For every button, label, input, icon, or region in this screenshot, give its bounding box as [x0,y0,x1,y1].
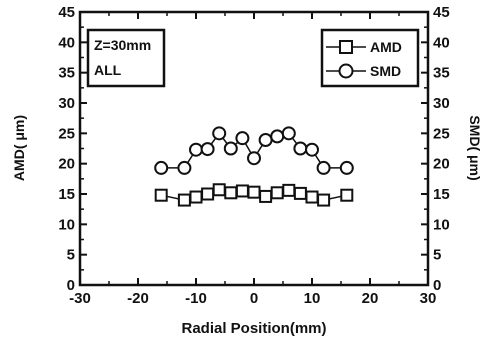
annotation-box: Z=30mm ALL [86,28,166,88]
x-axis-label: Radial Position(mm) [181,320,326,337]
x-tick-label: -20 [127,290,149,307]
y-axis-label-left: AMD( μm) [11,115,27,181]
x-tick-label: 20 [362,290,379,307]
smd-point [305,142,319,157]
y-tick-label-right: 45 [433,4,450,21]
smd-point [258,133,273,148]
y-tick-label-right: 10 [433,216,450,233]
smd-point [339,160,354,175]
y-tick-label-right: 40 [433,34,450,51]
x-tick-label: -10 [185,290,207,307]
legend-amd-label: AMD [370,39,402,55]
smd-point [200,142,215,157]
amd-point [282,183,296,197]
amd-point [189,190,203,204]
x-tick-label: -30 [69,290,91,307]
smd-point [293,141,308,156]
x-tick-label: 0 [250,290,258,307]
y-tick-label-left: 15 [58,186,75,203]
amd-point [154,188,168,202]
x-tick-label: 10 [304,290,321,307]
smd-point [223,141,238,156]
y-tick-label-right: 30 [433,95,450,112]
legend-smd-label: SMD [370,63,401,79]
smd-point [235,131,250,146]
legend-smd-marker [338,63,354,79]
y-axis-label-right: SMD( μm) [467,115,483,180]
x-tick-label: 30 [420,290,437,307]
y-tick-label-left: 40 [58,34,75,51]
smd-point [316,160,331,175]
amd-point [270,186,284,200]
y-tick-label-left: 0 [67,277,75,294]
y-tick-label-left: 25 [58,125,75,142]
smd-point [189,142,203,157]
smd-point [281,126,296,141]
amd-point [201,187,215,201]
y-tick-label-left: 45 [58,4,75,21]
smd-point [154,160,169,175]
amd-point [224,186,238,200]
y-tick-label-right: 25 [433,125,450,142]
legend: AMD SMD [320,28,420,88]
amd-point [235,184,249,198]
amd-point [177,193,191,207]
amd-point [293,186,307,200]
amd-point [340,188,354,202]
smd-point [212,126,227,141]
amd-point [212,183,226,197]
y-tick-label-right: 15 [433,186,450,203]
y-tick-label-left: 5 [67,247,75,264]
y-tick-label-left: 20 [58,156,75,173]
smd-point [177,160,192,175]
amd-point [317,193,331,207]
annotation-all: ALL [94,62,122,78]
y-tick-label-left: 30 [58,95,75,112]
y-tick-label-right: 5 [433,247,441,264]
amd-point [247,185,261,199]
amd-point [259,189,273,203]
y-tick-label-right: 35 [433,65,450,82]
smd-point [270,129,285,144]
y-tick-label-left: 35 [58,65,75,82]
amd-point [305,190,319,204]
smd-point [247,151,261,166]
y-tick-label-left: 10 [58,216,75,233]
annotation-z: Z=30mm [94,37,151,53]
y-tick-label-right: 0 [433,277,441,294]
legend-amd-marker [339,40,353,54]
y-tick-label-right: 20 [433,156,450,173]
